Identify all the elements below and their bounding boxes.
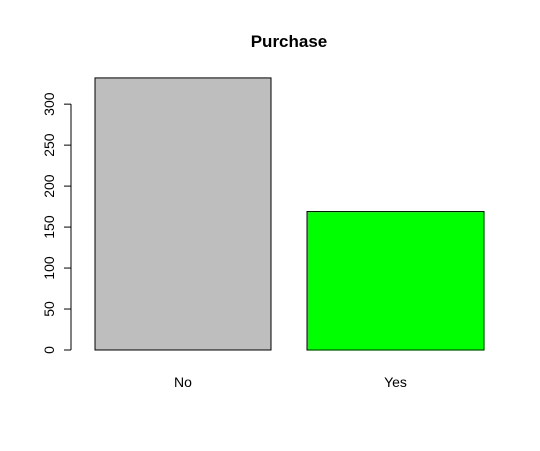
x-category-label: No <box>174 374 192 390</box>
x-category-label: Yes <box>384 374 407 390</box>
y-tick-label: 250 <box>41 133 57 157</box>
chart-title: Purchase <box>251 32 328 51</box>
y-tick-label: 50 <box>41 301 57 317</box>
y-tick-label: 300 <box>41 92 57 116</box>
y-tick-label: 0 <box>41 346 57 354</box>
bar-yes <box>306 211 485 351</box>
bars <box>94 77 485 351</box>
y-tick-label: 200 <box>41 174 57 198</box>
y-tick-label: 150 <box>41 215 57 239</box>
x-axis-labels: No Yes <box>174 374 407 390</box>
y-tick-label: 100 <box>41 256 57 280</box>
y-axis: 0 50 100 150 200 250 300 <box>41 92 72 354</box>
bar-no <box>94 77 272 351</box>
